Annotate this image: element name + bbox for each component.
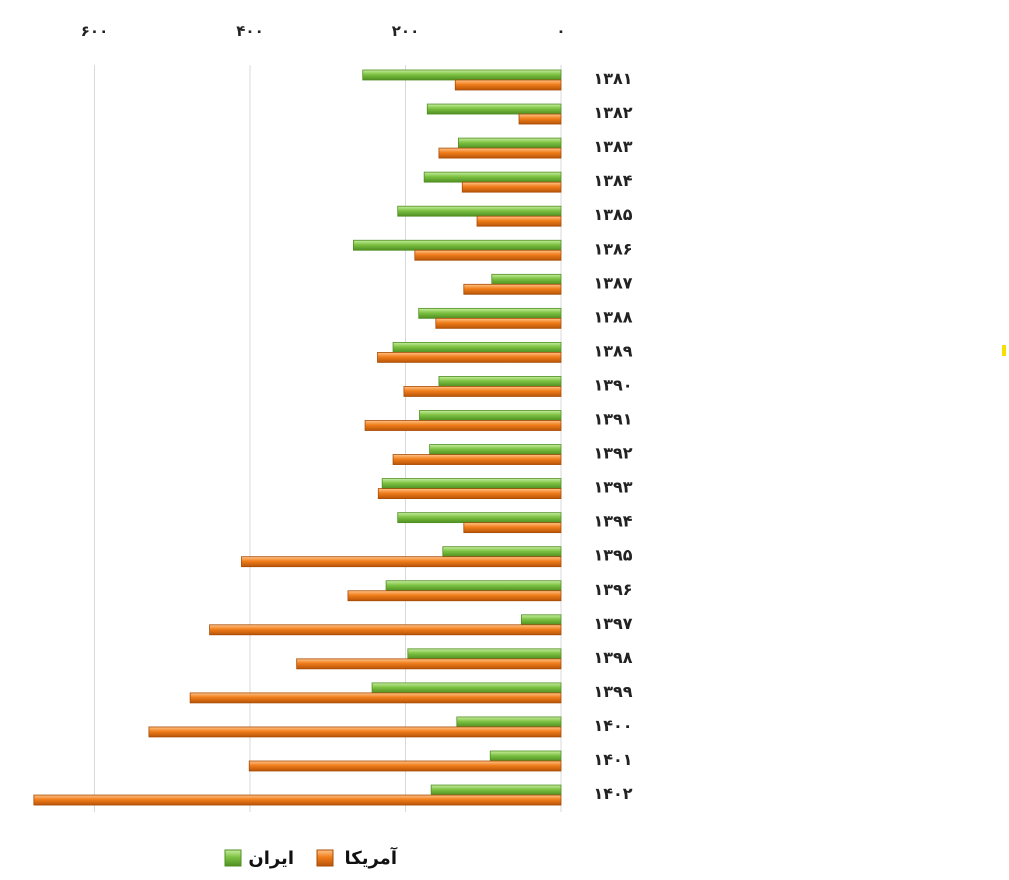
bar-america-11 <box>392 454 562 465</box>
bar-iran-7 <box>418 307 562 319</box>
bar-iran-5 <box>353 239 562 251</box>
bar-iran-15 <box>385 580 562 592</box>
bar-iran-16 <box>520 614 562 626</box>
bar-iran-6 <box>491 273 562 285</box>
bar-america-18 <box>189 692 562 704</box>
bar-america-7 <box>435 317 562 329</box>
category-label: ۱۳۸۱ <box>593 69 632 88</box>
bar-america-19 <box>148 726 562 738</box>
bar-iran-19 <box>456 716 562 728</box>
category-label: ۱۳۹۹ <box>593 682 632 701</box>
legend-label-america: آمریکا <box>345 846 398 869</box>
bars <box>33 69 562 806</box>
category-label: ۱۳۹۸ <box>593 648 632 667</box>
bar-america-0 <box>454 79 562 91</box>
category-label: ۱۳۹۵ <box>593 546 632 565</box>
bar-iran-21 <box>430 784 562 796</box>
bar-america-3 <box>461 181 562 193</box>
category-label: ۱۴۰۲ <box>593 784 632 803</box>
bar-america-21 <box>33 794 562 806</box>
bar-america-2 <box>438 147 562 159</box>
bar-america-16 <box>209 624 562 636</box>
category-label: ۱۳۹۱ <box>593 410 632 429</box>
category-label: ۱۳۹۲ <box>593 444 632 463</box>
bar-iran-12 <box>381 478 562 490</box>
bar-iran-20 <box>489 750 562 762</box>
legend: آمریکا ایران <box>224 846 398 869</box>
bar-iran-17 <box>407 648 562 660</box>
bar-iran-4 <box>397 205 562 217</box>
bar-iran-11 <box>429 444 562 455</box>
category-label: ۱۳۸۹ <box>593 341 632 360</box>
bar-iran-14 <box>442 546 562 558</box>
category-label: ۱۳۸۳ <box>593 137 632 156</box>
bar-iran-8 <box>392 341 562 353</box>
bar-america-13 <box>463 522 562 534</box>
category-label: ۱۳۸۲ <box>593 103 632 122</box>
category-label: ۱۳۸۵ <box>593 205 632 224</box>
x-tick-label: ۴۰۰ <box>236 22 263 40</box>
bar-america-12 <box>377 488 562 500</box>
category-label: ۱۴۰۰ <box>593 716 632 735</box>
category-label: ۱۳۸۶ <box>593 239 632 258</box>
bar-america-9 <box>403 386 562 397</box>
legend-swatch-america <box>316 849 334 867</box>
bar-iran-13 <box>397 512 562 524</box>
bar-america-14 <box>241 556 562 568</box>
x-tick-label: ۰ <box>556 22 565 40</box>
x-tick-label: ۶۰۰ <box>81 22 108 40</box>
bar-america-4 <box>476 215 562 227</box>
category-labels: ۱۳۸۱ ۱۳۸۲ ۱۳۸۳ ۱۳۸۴ ۱۳۸۵ ۱۳۸۶ ۱۳۸۷ ۱۳۸۸ ۱۳۸۹ ۱۳۹۰… <box>593 69 632 803</box>
category-label: ۱۳۹۰ <box>593 375 632 394</box>
bar-america-17 <box>296 658 562 670</box>
category-label: ۱۳۹۴ <box>593 512 632 531</box>
small-marker <box>1002 345 1006 356</box>
x-axis-tick-labels: ۰ ۲۰۰ ۴۰۰ ۶۰۰ <box>81 22 566 40</box>
category-label: ۱۳۹۳ <box>593 478 632 497</box>
category-label: ۱۳۸۷ <box>593 273 632 292</box>
category-label: ۱۳۸۴ <box>593 171 632 190</box>
category-label: ۱۳۹۷ <box>593 614 632 633</box>
bar-america-1 <box>518 113 562 125</box>
bar-iran-1 <box>426 103 562 115</box>
bar-america-6 <box>463 283 562 295</box>
bar-america-5 <box>414 249 562 261</box>
x-tick-label: ۲۰۰ <box>392 22 419 40</box>
bar-iran-0 <box>362 69 562 81</box>
bar-america-8 <box>377 351 562 363</box>
bar-america-10 <box>364 420 562 431</box>
bar-iran-9 <box>438 376 562 387</box>
legend-label-iran: ایران <box>248 848 294 869</box>
category-label: ۱۳۹۶ <box>593 580 632 599</box>
bar-america-20 <box>248 760 562 772</box>
category-label: ۱۴۰۱ <box>593 750 632 769</box>
bar-iran-18 <box>371 682 562 694</box>
bar-iran-3 <box>423 171 562 183</box>
bar-iran-2 <box>457 137 562 149</box>
category-label: ۱۳۸۸ <box>593 307 632 326</box>
legend-swatch-iran <box>224 849 242 867</box>
bar-america-15 <box>347 590 562 602</box>
bar-iran-10 <box>419 410 562 421</box>
